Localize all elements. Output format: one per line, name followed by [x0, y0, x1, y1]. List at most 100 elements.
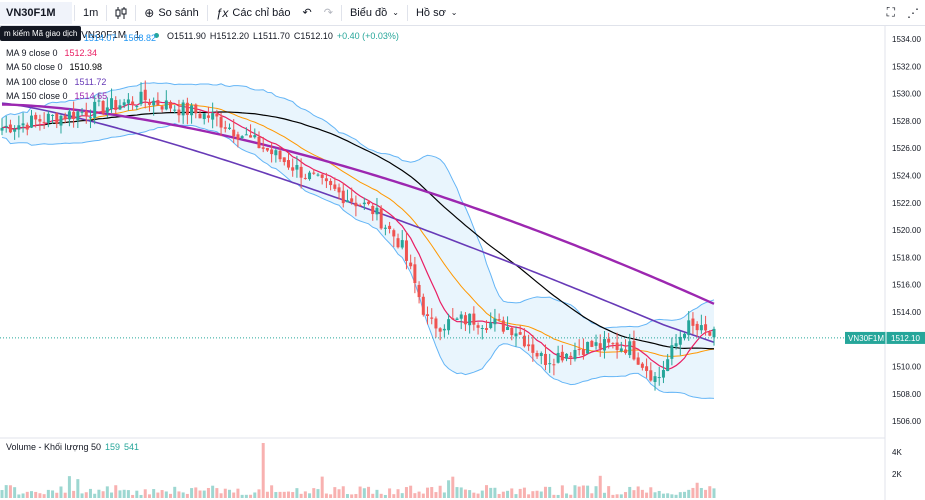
legend-value: 1508.82: [123, 33, 156, 44]
interval-button[interactable]: 1m: [77, 0, 104, 25]
volume-bar: [358, 486, 362, 498]
volume-bar: [42, 494, 46, 498]
candle-body: [565, 353, 569, 359]
compare-button[interactable]: ⊕ So sánh: [138, 0, 204, 25]
candle-body: [678, 336, 682, 345]
volume-bar: [160, 490, 164, 498]
legend-name: MA 50 close 0: [6, 62, 63, 73]
legend-row[interactable]: MA 50 close 0 1510.98: [6, 60, 156, 75]
volume-bar: [438, 485, 442, 498]
candle-body: [202, 113, 206, 120]
volume-bar: [586, 485, 590, 498]
candle-body: [527, 344, 531, 347]
volume-bar: [476, 493, 480, 498]
candle-body: [88, 117, 92, 119]
price-tick-label: 1524.00: [892, 172, 921, 181]
profile-dropdown[interactable]: Hồ sơ ⌄: [410, 0, 464, 25]
legend-row[interactable]: MA 9 close 0 1512.34: [6, 46, 156, 61]
volume-bar: [21, 493, 25, 498]
market-status-dot: [154, 33, 160, 38]
volume-bar: [674, 494, 678, 498]
chart-type-dropdown[interactable]: Biểu đồ ⌄: [344, 0, 405, 25]
candle-body: [636, 357, 640, 365]
volume-bar: [101, 491, 105, 498]
change-value: +0.40 (+0.03%): [336, 30, 399, 41]
volume-bar: [383, 494, 387, 498]
candle-body: [97, 100, 101, 102]
indicators-button[interactable]: ƒx Các chỉ báo: [210, 0, 297, 25]
volume-bar: [594, 486, 598, 498]
volume-bar: [80, 493, 84, 498]
candle-body: [244, 134, 248, 136]
candle-body: [379, 208, 383, 229]
plus-circle-icon: ⊕: [144, 5, 155, 20]
volume-bar: [215, 488, 219, 498]
volume-bar: [527, 494, 531, 498]
symbol-search-button[interactable]: VN30F1M: [0, 1, 72, 24]
candle-body: [569, 355, 573, 358]
candle-body: [261, 147, 265, 149]
candle-body: [535, 353, 539, 357]
candle-body: [211, 113, 215, 120]
volume-bar: [649, 487, 653, 498]
redo-button[interactable]: ↷: [318, 0, 339, 25]
candle-type-button[interactable]: [109, 0, 133, 25]
volume-bar: [253, 492, 257, 498]
candle-body: [640, 363, 644, 368]
price-tick-label: 1526.00: [892, 144, 921, 153]
volume-bar: [152, 489, 156, 498]
legend-value: 1511.72: [74, 76, 107, 87]
candle-body: [687, 320, 691, 336]
volume-bar: [194, 487, 198, 498]
candle-body: [371, 205, 375, 215]
candle-body: [198, 113, 202, 119]
volume-bar: [552, 494, 556, 498]
volume-bar: [451, 476, 455, 498]
candle-body: [480, 327, 484, 329]
candle-body: [611, 343, 615, 345]
volume-bar: [611, 494, 615, 498]
price-tick-label: 1506.00: [892, 417, 921, 426]
volume-bar: [704, 489, 708, 498]
undo-icon: ↶: [302, 7, 312, 19]
volume-bar: [122, 489, 126, 498]
price-tick-label: 1514.00: [892, 308, 921, 317]
candle-body: [337, 187, 341, 193]
candle-body: [653, 376, 657, 382]
fullscreen-icon[interactable]: ⛶: [886, 5, 895, 19]
volume-bar: [308, 493, 312, 498]
volume-bar: [312, 488, 316, 498]
toolbar-divider: [135, 4, 137, 21]
volume-bar: [185, 493, 189, 498]
share-icon[interactable]: ⋰: [907, 5, 919, 20]
candle-body: [459, 314, 463, 319]
legend-value: 1512.34: [64, 47, 98, 58]
candle-body: [253, 135, 257, 138]
candle-body: [21, 123, 25, 126]
candle-body: [455, 318, 459, 320]
volume-bar: [548, 486, 552, 498]
symbol-label: VN30F1M: [6, 6, 56, 19]
volume-bar: [678, 492, 682, 498]
last-price-symbol: VN30F1M: [848, 334, 884, 343]
volume-bar: [354, 494, 358, 498]
candle-body: [666, 359, 670, 372]
candle-body: [375, 207, 379, 215]
volume-tick-label: 2K: [892, 470, 902, 479]
candle-body: [101, 100, 105, 114]
candle-body: [421, 296, 425, 315]
candle-body: [573, 349, 577, 360]
volume-bar: [624, 492, 628, 498]
candle-body: [265, 148, 269, 151]
volume-bar: [143, 489, 147, 498]
legend-row[interactable]: MA 100 close 0 1511.72: [6, 75, 156, 90]
candle-body: [506, 326, 510, 331]
volume-bar: [337, 489, 341, 498]
undo-button[interactable]: ↶: [297, 0, 318, 25]
candle-body: [194, 104, 198, 114]
legend-row[interactable]: MA 150 close 0 1514.65: [6, 89, 156, 104]
volume-bar: [59, 486, 63, 498]
candle-body: [400, 240, 404, 248]
